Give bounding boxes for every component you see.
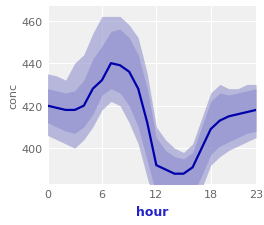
X-axis label: hour: hour <box>136 205 168 218</box>
Y-axis label: conc: conc <box>9 83 19 109</box>
